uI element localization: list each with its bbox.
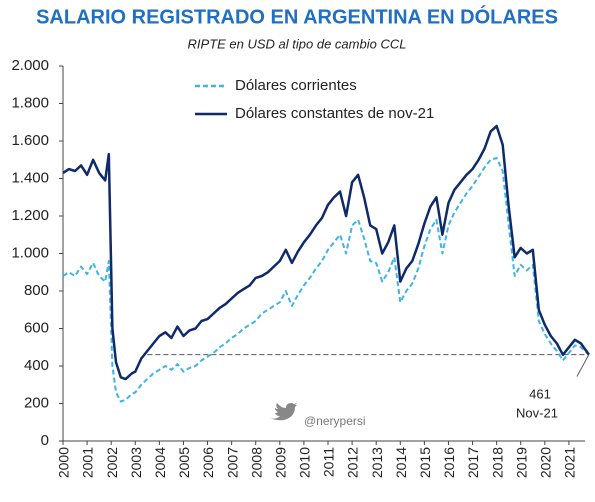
- x-tick-label: 2006: [200, 447, 216, 478]
- x-tick-label: 2014: [393, 447, 409, 478]
- x-tick-label: 2018: [489, 447, 505, 478]
- legend-label: Dólares constantes de nov-21: [235, 105, 434, 122]
- x-tick-label: 2009: [272, 447, 288, 478]
- y-tick-label: 1.200: [11, 207, 49, 224]
- y-tick-label: 1.000: [11, 244, 49, 261]
- x-tick-label: 2015: [417, 447, 433, 478]
- y-tick-label: 1.600: [11, 132, 49, 149]
- x-tick-label: 2002: [104, 447, 120, 478]
- y-tick-label: 1.400: [11, 169, 49, 186]
- twitter-icon: [270, 403, 297, 421]
- x-tick-label: 2004: [152, 447, 168, 478]
- y-tick-label: 1.800: [11, 94, 49, 111]
- x-tick-label: 2020: [537, 447, 553, 478]
- x-tick-label: 2001: [80, 447, 96, 478]
- y-tick-label: 800: [24, 282, 49, 299]
- x-tick-label: 2017: [465, 447, 481, 478]
- x-tick-label: 2008: [248, 447, 264, 478]
- x-tick-label: 2019: [513, 447, 529, 478]
- series-line: [62, 156, 590, 403]
- x-tick-label: 2003: [128, 447, 144, 478]
- annotation-value: 461: [529, 386, 551, 401]
- y-tick-label: 400: [24, 357, 49, 374]
- x-tick-label: 2005: [176, 447, 192, 478]
- x-tick-label: 2000: [56, 447, 72, 478]
- series-line: [62, 124, 590, 381]
- y-tick-label: 2.000: [11, 57, 49, 74]
- y-tick-label: 0: [41, 432, 49, 449]
- annotation-leader: [576, 354, 590, 377]
- chart-subtitle: RIPTE en USD al tipo de cambio CCL: [188, 36, 407, 51]
- x-tick-label: 2011: [321, 447, 337, 477]
- y-tick-label: 600: [24, 319, 49, 336]
- legend-label: Dólares corrientes: [235, 77, 357, 94]
- y-tick-label: 200: [24, 394, 49, 411]
- annotation-date: Nov-21: [516, 405, 558, 420]
- x-tick-label: 2012: [345, 447, 361, 478]
- chart-title: SALARIO REGISTRADO EN ARGENTINA EN DÓLAR…: [36, 4, 558, 28]
- x-tick-label: 2010: [297, 447, 313, 478]
- x-tick-label: 2021: [562, 447, 578, 478]
- watermark: @nerypersi: [304, 414, 366, 428]
- x-tick-label: 2013: [369, 447, 385, 478]
- x-tick-label: 2016: [441, 447, 457, 478]
- x-tick-label: 2007: [224, 447, 240, 478]
